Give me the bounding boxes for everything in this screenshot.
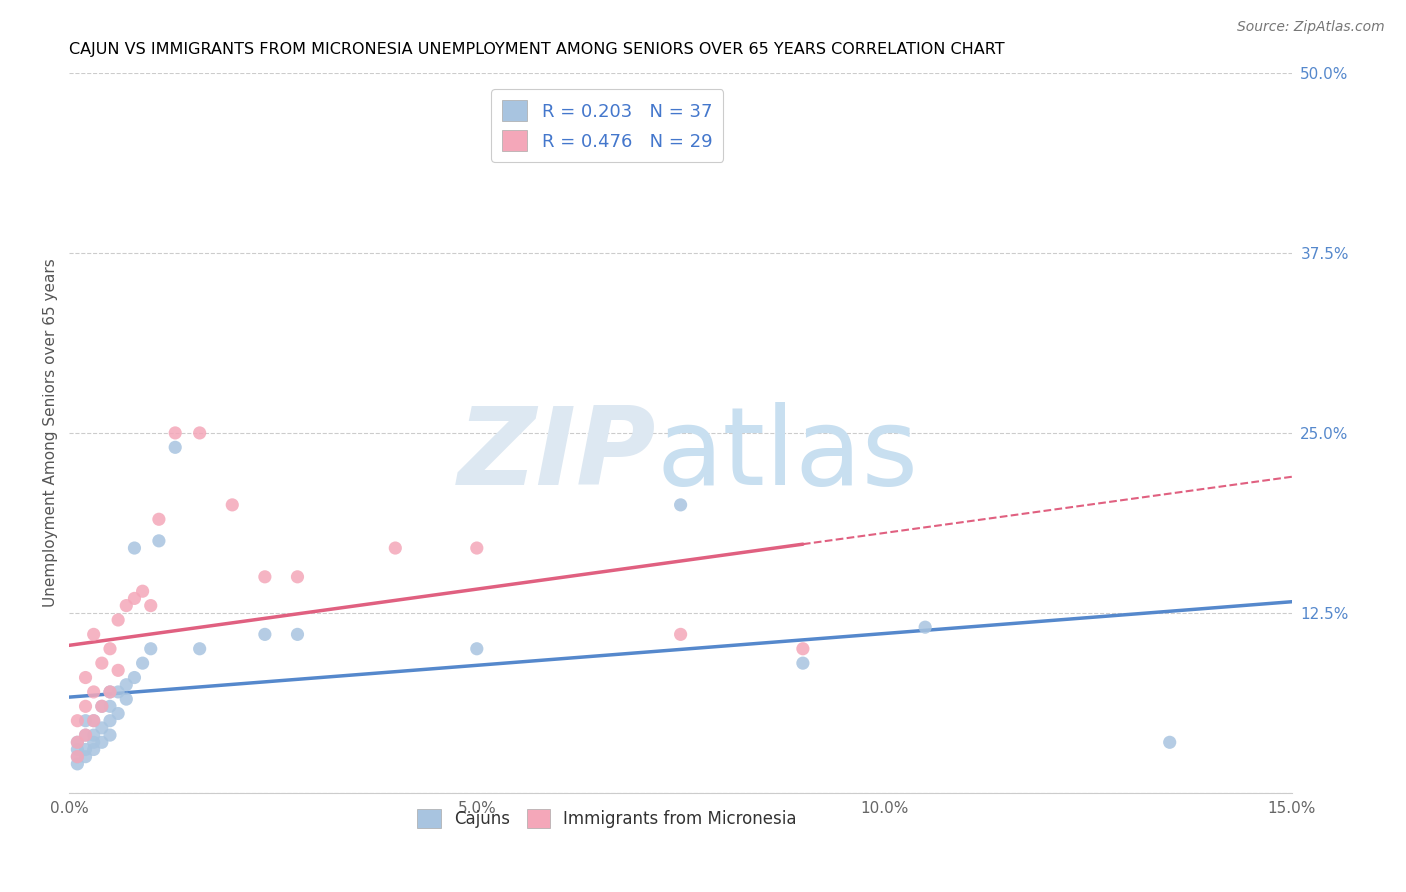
Point <box>253 627 276 641</box>
Point <box>83 714 105 728</box>
Point <box>75 749 97 764</box>
Point <box>75 728 97 742</box>
Point <box>287 627 309 641</box>
Point <box>287 570 309 584</box>
Point <box>83 685 105 699</box>
Point <box>124 541 146 555</box>
Point <box>90 721 112 735</box>
Text: atlas: atlas <box>657 401 918 508</box>
Point <box>83 742 105 756</box>
Point <box>107 613 129 627</box>
Point <box>75 728 97 742</box>
Point <box>98 699 121 714</box>
Point <box>90 735 112 749</box>
Point <box>66 749 89 764</box>
Point <box>465 541 488 555</box>
Point <box>66 714 89 728</box>
Text: ZIP: ZIP <box>458 401 657 508</box>
Point <box>107 664 129 678</box>
Y-axis label: Unemployment Among Seniors over 65 years: Unemployment Among Seniors over 65 years <box>44 259 58 607</box>
Point <box>90 699 112 714</box>
Point <box>98 685 121 699</box>
Point <box>83 735 105 749</box>
Point <box>792 641 814 656</box>
Point <box>115 692 138 706</box>
Point <box>165 425 187 440</box>
Point <box>165 440 187 454</box>
Point <box>98 641 121 656</box>
Point <box>148 533 170 548</box>
Point <box>188 425 211 440</box>
Point <box>90 656 112 670</box>
Point <box>914 620 936 634</box>
Point <box>139 641 162 656</box>
Point <box>66 756 89 771</box>
Point <box>98 685 121 699</box>
Point <box>669 498 692 512</box>
Point <box>66 742 89 756</box>
Point <box>98 714 121 728</box>
Point <box>131 656 153 670</box>
Point <box>107 706 129 721</box>
Point <box>66 735 89 749</box>
Point <box>124 671 146 685</box>
Point <box>98 728 121 742</box>
Point <box>75 699 97 714</box>
Point <box>188 641 211 656</box>
Point <box>66 735 89 749</box>
Point <box>465 641 488 656</box>
Point <box>148 512 170 526</box>
Point <box>75 742 97 756</box>
Point <box>792 656 814 670</box>
Point <box>253 570 276 584</box>
Point <box>83 627 105 641</box>
Point <box>669 627 692 641</box>
Point <box>1159 735 1181 749</box>
Point <box>83 714 105 728</box>
Point <box>139 599 162 613</box>
Point <box>90 699 112 714</box>
Point <box>131 584 153 599</box>
Point <box>384 541 406 555</box>
Point <box>83 728 105 742</box>
Point <box>124 591 146 606</box>
Point <box>107 685 129 699</box>
Point <box>66 749 89 764</box>
Point <box>115 678 138 692</box>
Point <box>221 498 243 512</box>
Point <box>75 714 97 728</box>
Point <box>75 671 97 685</box>
Point <box>115 599 138 613</box>
Legend: Cajuns, Immigrants from Micronesia: Cajuns, Immigrants from Micronesia <box>411 802 804 835</box>
Text: Source: ZipAtlas.com: Source: ZipAtlas.com <box>1237 20 1385 34</box>
Text: CAJUN VS IMMIGRANTS FROM MICRONESIA UNEMPLOYMENT AMONG SENIORS OVER 65 YEARS COR: CAJUN VS IMMIGRANTS FROM MICRONESIA UNEM… <box>69 42 1005 57</box>
